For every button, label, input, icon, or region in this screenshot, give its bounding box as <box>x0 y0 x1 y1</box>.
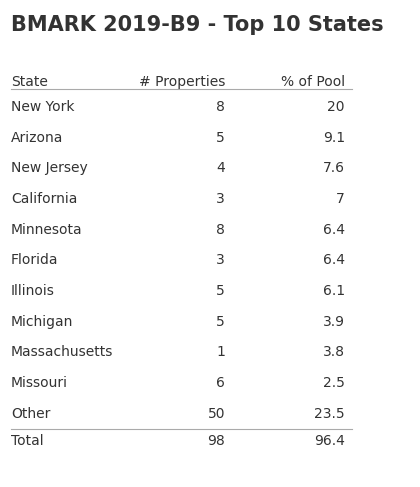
Text: 6.4: 6.4 <box>323 253 345 267</box>
Text: Missouri: Missouri <box>11 376 68 390</box>
Text: 3: 3 <box>216 192 225 206</box>
Text: Other: Other <box>11 407 50 421</box>
Text: 98: 98 <box>207 434 225 448</box>
Text: 96.4: 96.4 <box>314 434 345 448</box>
Text: 1: 1 <box>216 345 225 359</box>
Text: 20: 20 <box>328 100 345 114</box>
Text: 5: 5 <box>216 284 225 298</box>
Text: 7: 7 <box>336 192 345 206</box>
Text: 8: 8 <box>216 100 225 114</box>
Text: 3: 3 <box>216 253 225 267</box>
Text: BMARK 2019-B9 - Top 10 States: BMARK 2019-B9 - Top 10 States <box>11 15 383 35</box>
Text: New Jersey: New Jersey <box>11 161 88 175</box>
Text: 6.4: 6.4 <box>323 223 345 237</box>
Text: Total: Total <box>11 434 44 448</box>
Text: California: California <box>11 192 77 206</box>
Text: 8: 8 <box>216 223 225 237</box>
Text: 4: 4 <box>216 161 225 175</box>
Text: 3.8: 3.8 <box>323 345 345 359</box>
Text: Florida: Florida <box>11 253 58 267</box>
Text: 23.5: 23.5 <box>314 407 345 421</box>
Text: Massachusetts: Massachusetts <box>11 345 113 359</box>
Text: 3.9: 3.9 <box>323 315 345 329</box>
Text: 6: 6 <box>216 376 225 390</box>
Text: State: State <box>11 75 48 90</box>
Text: 5: 5 <box>216 315 225 329</box>
Text: 2.5: 2.5 <box>323 376 345 390</box>
Text: 6.1: 6.1 <box>323 284 345 298</box>
Text: Michigan: Michigan <box>11 315 73 329</box>
Text: # Properties: # Properties <box>139 75 225 90</box>
Text: 7.6: 7.6 <box>323 161 345 175</box>
Text: 5: 5 <box>216 131 225 145</box>
Text: 50: 50 <box>207 407 225 421</box>
Text: Arizona: Arizona <box>11 131 63 145</box>
Text: Minnesota: Minnesota <box>11 223 82 237</box>
Text: New York: New York <box>11 100 74 114</box>
Text: % of Pool: % of Pool <box>281 75 345 90</box>
Text: Illinois: Illinois <box>11 284 55 298</box>
Text: 9.1: 9.1 <box>323 131 345 145</box>
